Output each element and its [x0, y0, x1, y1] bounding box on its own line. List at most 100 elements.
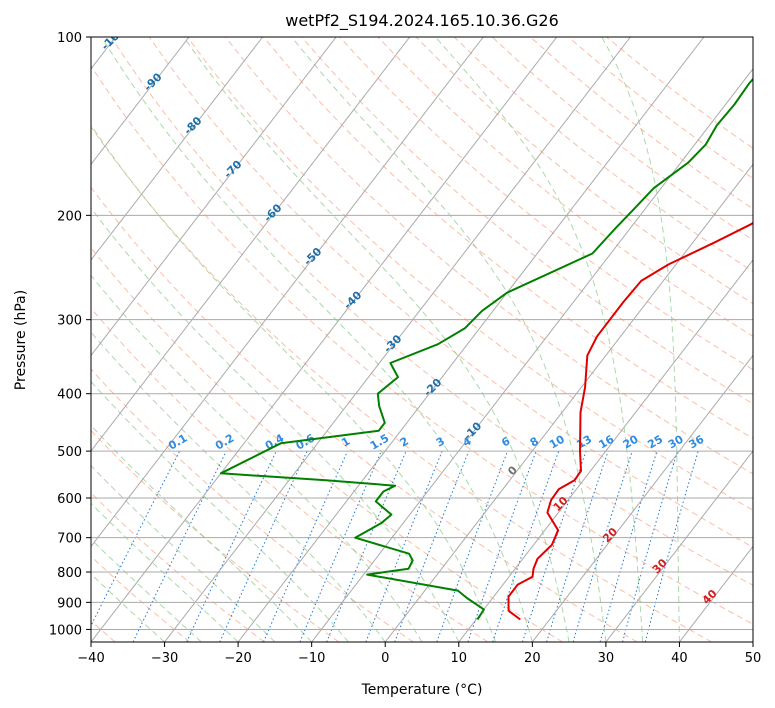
x-tick-label: 0 [381, 651, 389, 666]
isotherm [91, 37, 264, 261]
mixing-ratio-label: 20 [621, 432, 641, 451]
isotherm [311, 68, 753, 642]
y-tick-label: 100 [57, 31, 82, 46]
mixing-ratio-line [91, 450, 181, 627]
isotherm [384, 163, 753, 642]
warm-isotherm-label: 40 [700, 587, 720, 607]
mixing-ratio-line [365, 450, 443, 642]
mixing-ratio-line [622, 450, 678, 642]
dry-adiabat [529, 37, 753, 210]
moist-adiabat [183, 37, 570, 642]
plot-frame [90, 36, 754, 643]
isotherm [91, 37, 484, 548]
mixing-ratio-line [546, 450, 609, 642]
mixing-ratio-label: 10 [547, 432, 567, 451]
dry-adiabat [91, 429, 340, 642]
x-tick-label: 20 [524, 651, 541, 666]
background-lines [91, 37, 753, 642]
mixing-ratio-line [219, 450, 308, 642]
mixing-ratio-label: 1 [339, 435, 352, 450]
moist-adiabat [435, 37, 644, 642]
x-tick-label: 10 [451, 651, 468, 666]
mixing-ratio-line [572, 450, 633, 642]
dry-adiabat [415, 37, 753, 305]
y-tick-label: 1000 [49, 623, 82, 638]
x-axis-label: Temperature (°C) [361, 682, 483, 698]
mixing-ratio-label: 25 [645, 433, 665, 452]
isotherm [164, 37, 631, 642]
mixing-ratio-line [436, 450, 509, 642]
dry-adiabat [91, 368, 414, 642]
moist-adiabat [91, 380, 349, 642]
y-tick-label: 400 [57, 388, 82, 403]
dry-adiabat [91, 125, 713, 642]
isotherm [91, 37, 337, 357]
y-tick-label: 800 [57, 566, 82, 581]
dry-adiabat [301, 37, 753, 405]
moist-adiabat [91, 331, 386, 642]
mixing-ratio-line [326, 450, 407, 642]
mixing-ratio-line [132, 450, 227, 642]
mixing-ratio-line [522, 450, 587, 642]
dry-adiabat [91, 186, 638, 642]
x-tick-label: 40 [671, 651, 688, 666]
mixing-ratio-line [467, 450, 537, 642]
isotherm [91, 37, 190, 166]
y-tick-label: 500 [57, 445, 82, 460]
dry-adiabat [91, 246, 563, 642]
dry-adiabat [148, 37, 753, 548]
mixing-ratio-label: 13 [574, 433, 594, 452]
temperature-profile [507, 221, 753, 621]
dry-adiabat [453, 37, 753, 273]
moist-adiabat [601, 37, 680, 642]
y-tick-label: 900 [57, 596, 82, 611]
moist-adiabat [91, 124, 497, 642]
y-axis-label: Pressure (hPa) [13, 290, 29, 390]
y-tick-label: 200 [57, 209, 82, 224]
isotherm [91, 37, 411, 452]
isotherm [605, 450, 753, 642]
axes-layer: −40 −30 −20 −10 0 10 20 30 40 50 100 200 300 400 500 60… [49, 31, 761, 666]
isotherm [237, 37, 705, 642]
mixing-ratio-line [492, 450, 560, 642]
dry-adiabat [91, 555, 191, 642]
dry-adiabat [186, 37, 753, 511]
warm-isotherm-label: 30 [650, 556, 670, 576]
moist-adiabat [291, 37, 607, 642]
y-tick-label: 700 [57, 532, 82, 547]
x-tick-label: 50 [745, 651, 762, 666]
mixing-ratio-line [599, 450, 658, 642]
isotherm [679, 545, 753, 642]
dry-adiabat [91, 64, 753, 625]
y-tick-label: 300 [57, 314, 82, 329]
dewpoint-profile [219, 77, 753, 621]
x-tick-label: −20 [224, 651, 251, 666]
x-tick-label: 30 [598, 651, 615, 666]
dry-adiabat [377, 37, 753, 337]
moist-adiabat [91, 573, 165, 642]
mixing-ratio-label: 1.5 [368, 432, 391, 453]
moist-adiabat [91, 502, 239, 642]
moist-adiabat [91, 424, 313, 642]
mixing-ratio-line [394, 450, 470, 642]
mixing-ratio-label: 36 [687, 432, 707, 451]
series-layer [219, 77, 753, 621]
x-tick-label: −30 [151, 651, 178, 666]
mixing-ratio-line [299, 450, 382, 642]
mixing-ratio-line [263, 450, 349, 642]
mixing-ratio-label: 2 [398, 435, 411, 450]
y-tick-label: 600 [57, 492, 82, 507]
mixing-ratio-label: 30 [666, 432, 686, 451]
dry-adiabat [110, 37, 753, 586]
dry-adiabat [568, 37, 753, 179]
mixing-ratio-label: 16 [597, 432, 617, 451]
moist-adiabat [101, 37, 533, 642]
x-tick-label: −40 [77, 651, 104, 666]
dry-adiabat [339, 37, 753, 371]
isotherm [458, 259, 753, 642]
x-tick-label: −10 [298, 651, 325, 666]
isotherm-label: -100 [99, 24, 128, 53]
isotherm [752, 641, 753, 642]
moist-adiabat [91, 465, 276, 642]
